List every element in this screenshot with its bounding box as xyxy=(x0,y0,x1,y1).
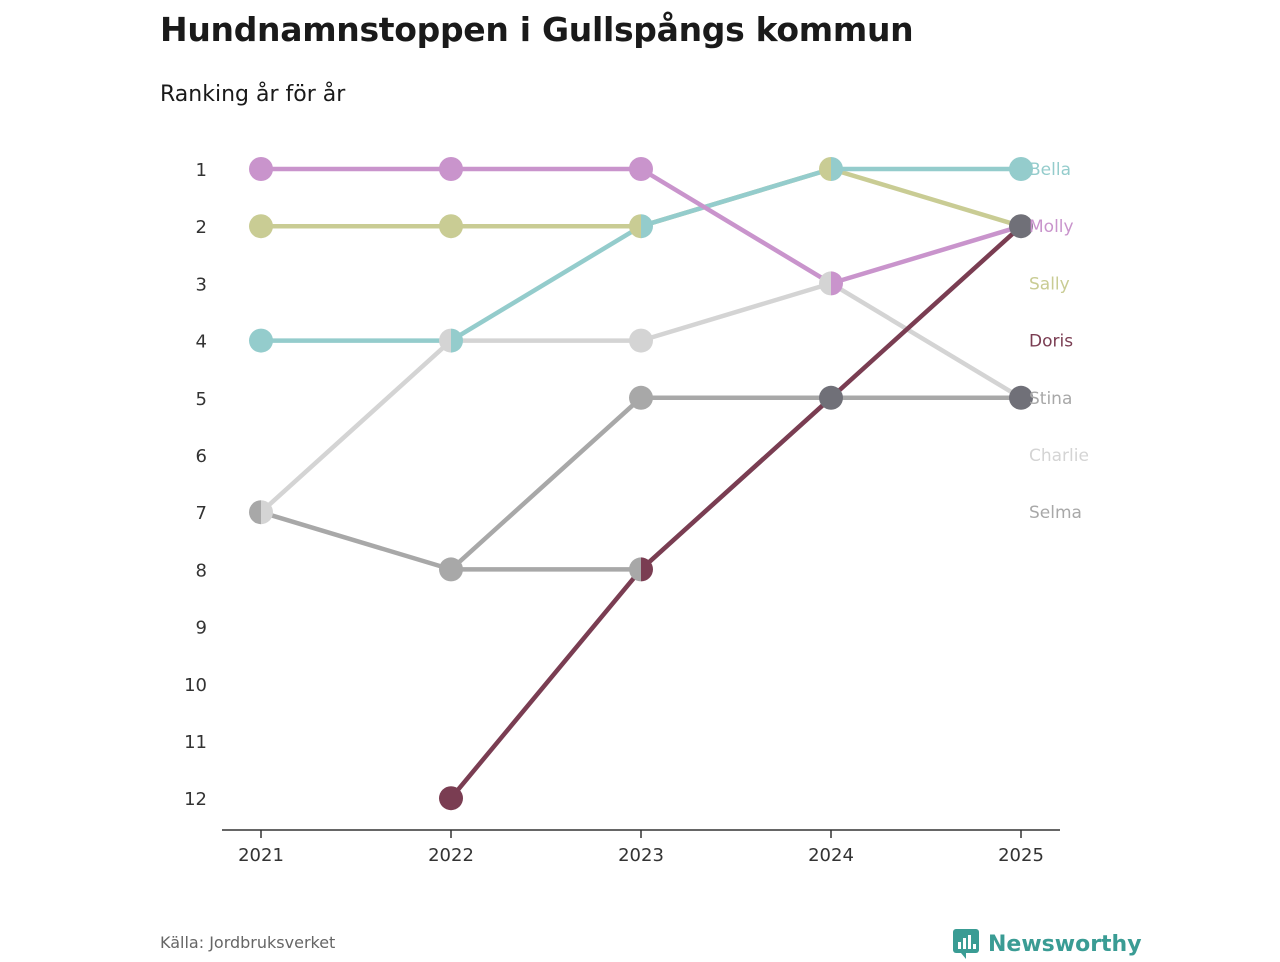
brand-name: Newsworthy xyxy=(988,931,1142,957)
data-point-selma[interactable] xyxy=(249,500,261,525)
data-point-bella[interactable] xyxy=(451,328,464,353)
series-label-selma: Selma xyxy=(1029,503,1082,523)
data-point-shared[interactable] xyxy=(819,385,843,410)
y-tick-label: 10 xyxy=(184,675,207,696)
data-point-shared[interactable] xyxy=(1009,385,1033,410)
x-axis-ticks: 2021 2022 2023 2024 2025 xyxy=(238,830,1044,866)
data-point-selma[interactable] xyxy=(629,385,653,410)
data-point-bella[interactable] xyxy=(249,328,273,353)
chart-subtitle: Ranking år för år xyxy=(160,82,346,107)
series-label-molly: Molly xyxy=(1029,217,1074,237)
y-tick-label: 12 xyxy=(184,789,207,810)
y-tick-label: 3 xyxy=(196,274,207,295)
data-point-sally[interactable] xyxy=(249,214,273,239)
data-point-charlie[interactable] xyxy=(819,271,831,296)
series-label-sally: Sally xyxy=(1029,274,1070,294)
y-tick-label: 7 xyxy=(196,503,207,524)
data-point-molly[interactable] xyxy=(629,157,653,181)
data-point-molly[interactable] xyxy=(249,157,273,181)
data-point-doris[interactable] xyxy=(439,786,463,811)
x-tick-label: 2025 xyxy=(998,845,1044,866)
data-point-charlie[interactable] xyxy=(261,500,273,525)
data-point-doris[interactable] xyxy=(641,557,653,582)
y-tick-label: 9 xyxy=(196,618,207,639)
series-lines xyxy=(258,166,1024,801)
series-label-stina: Stina xyxy=(1029,389,1072,409)
y-tick-label: 2 xyxy=(196,217,207,238)
data-point-shared[interactable] xyxy=(439,557,463,582)
data-point-bella[interactable] xyxy=(641,214,653,239)
series-labels: Bella Molly Sally Doris Stina Charlie Selma xyxy=(1029,160,1089,523)
data-point-stina[interactable] xyxy=(629,557,641,582)
y-tick-label: 1 xyxy=(196,160,207,181)
newsworthy-chart-logo-icon xyxy=(953,929,979,959)
y-tick-label: 11 xyxy=(184,732,207,753)
data-point-sally[interactable] xyxy=(439,214,463,239)
chart-title: Hundnamnstoppen i Gullspångs kommun xyxy=(160,10,914,49)
y-tick-label: 8 xyxy=(196,560,207,581)
series-line-doris xyxy=(448,223,1024,801)
data-point-shared[interactable] xyxy=(1009,214,1033,239)
series-label-doris: Doris xyxy=(1029,332,1073,352)
series-label-bella: Bella xyxy=(1029,160,1071,180)
brand-logo[interactable]: Newsworthy xyxy=(952,926,1142,962)
x-tick-label: 2023 xyxy=(618,845,664,866)
data-point-sally[interactable] xyxy=(629,214,641,239)
data-point-charlie[interactable] xyxy=(629,328,653,353)
y-tick-label: 5 xyxy=(196,389,207,410)
data-point-bella[interactable] xyxy=(831,157,843,181)
data-point-molly[interactable] xyxy=(831,271,843,296)
x-tick-label: 2021 xyxy=(238,845,284,866)
series-points xyxy=(249,157,1033,811)
data-point-bella[interactable] xyxy=(1009,157,1033,181)
data-point-molly[interactable] xyxy=(439,157,463,181)
data-point-charlie[interactable] xyxy=(439,328,451,353)
series-line-bella xyxy=(258,166,1024,343)
series-label-charlie: Charlie xyxy=(1029,446,1089,466)
x-tick-label: 2022 xyxy=(428,845,474,866)
source-note: Källa: Jordbruksverket xyxy=(160,933,336,952)
data-point-sally[interactable] xyxy=(819,157,831,181)
series-line-selma xyxy=(258,395,1024,572)
x-tick-label: 2024 xyxy=(808,845,854,866)
y-tick-label: 4 xyxy=(196,332,207,353)
y-tick-label: 6 xyxy=(196,446,207,467)
